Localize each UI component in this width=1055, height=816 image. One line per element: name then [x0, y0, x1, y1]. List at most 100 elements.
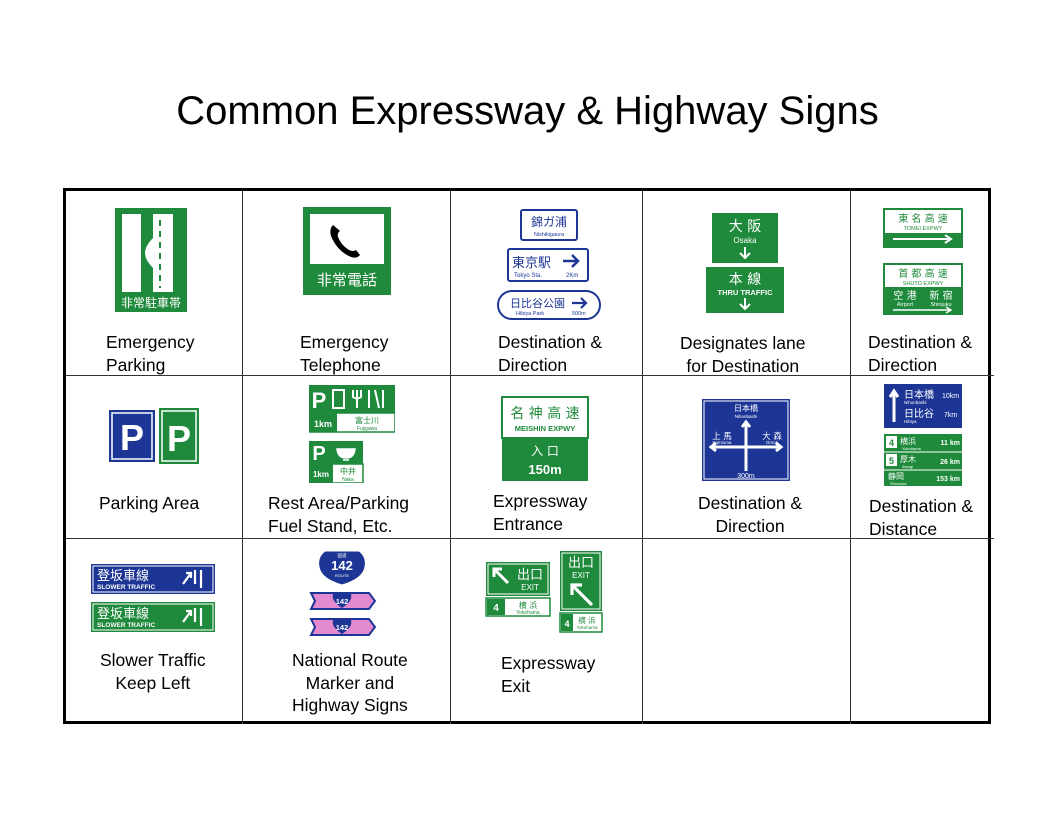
sign-text: P — [120, 417, 144, 458]
keep-left-icon — [182, 570, 203, 588]
sign-text: Airport — [897, 302, 914, 308]
cell-lane-destination: 大 阪 Osaka 本 線 THRU TRAFFIC Designates la… — [643, 191, 851, 376]
sign-text: 横浜 — [900, 436, 916, 446]
caption: Destination & Direction — [868, 332, 973, 375]
sign-text: 新 宿 — [929, 289, 952, 302]
caption: Destination & Direction — [698, 493, 803, 536]
sign-text: P — [167, 418, 191, 459]
caption: Expressway Entrance — [493, 491, 588, 534]
intersection-sign: 日本橋 Nihonbashi 上 馬 Kamiuma 大 森 Omori 300… — [702, 399, 790, 481]
sign-text: ROUTE — [335, 573, 349, 578]
sign-text: 142 — [336, 597, 349, 606]
sign-text: TOMEI EXPWY — [904, 226, 943, 232]
arrow-right-icon — [563, 254, 580, 268]
sign-text: 日本橋 — [904, 388, 934, 401]
sign-text: Kamiuma — [712, 440, 732, 445]
sign-text: 入 口 — [531, 444, 559, 458]
sign-text: 大 阪 — [729, 219, 761, 235]
parking-sign: P P — [109, 408, 199, 464]
sign-text: THRU TRAFFIC — [718, 288, 774, 297]
caption: Expressway Exit — [501, 653, 596, 696]
sign-text: 登坂車線 — [97, 606, 149, 622]
sign-text: 上 馬 — [712, 432, 732, 442]
sign-text: Fujigawa — [357, 426, 377, 432]
sign-text: Atsugi — [902, 464, 913, 469]
sign-text: 日比谷公園 — [510, 297, 565, 310]
sign-text: 1km — [313, 470, 329, 479]
arrow-up-left-icon — [570, 583, 594, 607]
rest-area-sign: P 1km 富士川 Fujigawa P 1km 中井 Naka — [309, 385, 395, 483]
sign-text: 登坂車線 — [97, 568, 149, 584]
sign-text: Hibiya Park — [516, 311, 544, 317]
cell-destination-direction-2: 東 名 高 速 TOMEI EXPWY 首 都 高 速 SHUTO EXPWY … — [851, 191, 994, 376]
sign-text: SHUTO EXPWY — [903, 281, 944, 287]
cell-empty-2 — [851, 539, 994, 724]
sign-text: Shinjuku — [930, 302, 951, 308]
sign-text: EXIT — [521, 583, 539, 592]
caption: Emergency Parking — [106, 332, 195, 375]
sign-text: Naka — [342, 477, 354, 483]
sign-text: 4 — [889, 438, 894, 448]
slower-traffic-sign: 登坂車線 SLOWER TRAFFIC 登坂車線 SLOWER TRAFFIC — [91, 564, 215, 632]
sign-text: 静岡 — [888, 471, 904, 481]
cell-expressway-entrance: 名 神 高 速 MEISHIN EXPWY 入 口 150m Expresswa… — [451, 376, 643, 539]
destination-direction-sign: 錦ガ浦 Nishikigaura 東京駅 Tokyo Sta. 2Km 日比谷公… — [497, 209, 601, 320]
sign-text: Nishikigaura — [534, 232, 565, 238]
sign-text: 142 — [331, 558, 353, 573]
sign-text: P — [312, 443, 325, 465]
sign-text: 1km — [314, 419, 332, 429]
sign-text: 11 km — [941, 440, 960, 447]
cell-emergency-telephone: 非常電話 Emergency Telephone — [243, 191, 451, 376]
sign-text: 大 森 — [762, 431, 782, 442]
expressway-entrance-sign: 名 神 高 速 MEISHIN EXPWY 入 口 150m — [501, 396, 589, 481]
sign-text: P — [312, 388, 327, 413]
caption: Designates lane for Destination — [680, 333, 806, 376]
arrow-right-icon — [893, 234, 953, 244]
sign-text: SLOWER TRAFFIC — [97, 622, 155, 629]
sign-text: 出口 — [568, 556, 594, 571]
sign-text: 300m — [737, 473, 755, 480]
sign-text: 153 km — [936, 476, 960, 483]
caption: Destination & Direction — [498, 332, 603, 375]
sign-text: 非常駐車帯 — [121, 295, 181, 310]
sign-text: 中井 — [340, 466, 356, 476]
lane-destination-sign: 大 阪 Osaka 本 線 THRU TRAFFIC — [706, 213, 784, 313]
distance-sign: 日本橋 10km Nihonbashi 日比谷 7km Hibiya 4 横浜 … — [884, 384, 962, 486]
sign-text: Yokohama — [576, 625, 598, 630]
caption: Parking Area — [99, 493, 200, 513]
sign-text: 2Km — [566, 273, 578, 279]
expressway-exit-sign: 出口 EXIT 4 横 浜 Yokohama 出口 EXIT 4 横 浜 Yok… — [485, 551, 603, 633]
cell-route-marker: 国道 142 ROUTE 142 142 National Route Mark… — [243, 539, 451, 724]
page-title: Common Expressway & Highway Signs — [176, 89, 879, 133]
sign-text: 4 — [564, 619, 569, 629]
sign-text: Yokohama — [902, 446, 922, 451]
keep-left-icon — [182, 608, 203, 626]
arrow-right-icon — [572, 297, 588, 309]
cell-destination-distance: 日本橋 10km Nihonbashi 日比谷 7km Hibiya 4 横浜 … — [851, 376, 994, 539]
emergency-parking-sign: 非常駐車帯 — [115, 208, 187, 312]
sign-text: 5 — [889, 456, 894, 466]
arrow-right-icon — [893, 306, 953, 314]
sign-text: 4 — [493, 603, 499, 614]
cell-destination-direction-1: 錦ガ浦 Nishikigaura 東京駅 Tokyo Sta. 2Km 日比谷公… — [451, 191, 643, 376]
cell-rest-area: P 1km 富士川 Fujigawa P 1km 中井 Naka Rest Ar… — [243, 376, 451, 539]
sign-text: 横 浜 — [519, 600, 538, 610]
emergency-telephone-sign: 非常電話 — [303, 207, 391, 295]
sign-text: Tokyo Sta. — [514, 273, 542, 279]
sign-text: 142 — [336, 623, 349, 632]
sign-text: Nihonbashi — [735, 414, 758, 419]
sign-text: 7km — [944, 412, 957, 419]
sign-text: 名 神 高 速 — [510, 405, 579, 422]
sign-text: 26 km — [940, 459, 960, 466]
arrow-down-icon — [739, 298, 751, 311]
sign-text: 日本橋 — [734, 403, 758, 413]
sign-text: 厚木 — [900, 454, 916, 464]
restaurant-icon — [352, 390, 362, 408]
cell-parking-area: P P Parking Area — [66, 376, 243, 539]
sign-text: 10km — [942, 393, 959, 400]
arrow-down-icon — [739, 247, 751, 260]
cell-slower-traffic: 登坂車線 SLOWER TRAFFIC 登坂車線 SLOWER TRAFFIC … — [66, 539, 243, 724]
sign-text: 横 浜 — [578, 615, 596, 625]
telephone-icon — [330, 225, 360, 258]
sign-text: Omori — [766, 440, 778, 445]
